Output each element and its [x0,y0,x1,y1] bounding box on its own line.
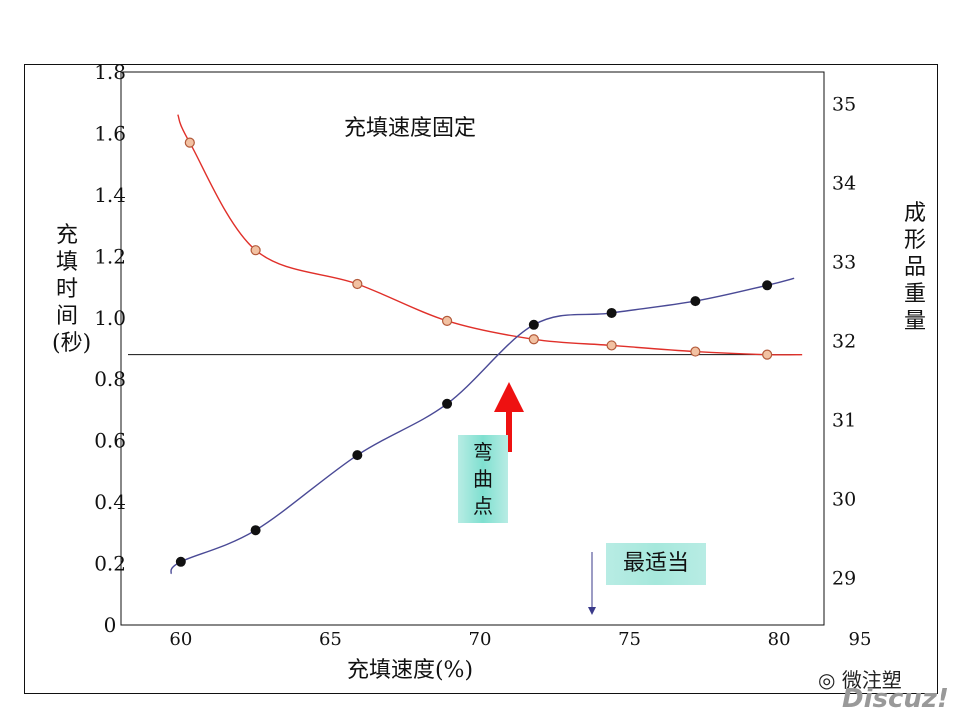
watermark-discuz: Discuz! [842,684,949,714]
right-tick-label: 32 [832,331,856,353]
part-weight-point [606,307,617,318]
left-tick-label: 0.8 [94,367,126,391]
fill-time-point [690,346,701,357]
left-tick-label: 1.2 [94,244,126,268]
part-weight-point [442,398,453,409]
optimal-label: 最适当 [622,551,689,576]
bend-point-annotation: 弯曲点 [458,435,508,523]
right-tick-label: 29 [832,568,856,590]
watermark-text: 微注塑 [841,668,902,692]
annotation-arrows [494,382,596,615]
x-axis-ticks: 60 65 70 75 80 95 [169,629,871,650]
fill-time-curve [177,114,803,356]
left-tick-label: 1.8 [94,60,126,84]
right-tick-label: 31 [832,410,856,432]
bend-arrow-head [494,382,524,412]
x-tick-label: 60 [169,629,192,650]
chart-title: 充填速度固定 [343,116,476,141]
optimal-arrow-head [588,607,596,615]
watermark-wechat: ◎ 微注塑 [818,664,902,693]
left-axis-ticks: 0 0.2 0.4 0.6 0.8 1.0 1.2 1.4 1.6 1.8 [94,60,126,637]
x-axis-label: 充填速度(%) [346,658,474,683]
fill-time-point [184,137,195,148]
left-axis-label: 充填时间(秒) [52,223,92,356]
x-tick-label: 95 [849,629,872,650]
x-tick-label: 70 [469,629,492,650]
right-tick-label: 35 [832,94,856,116]
part-weight-curve [170,277,795,575]
part-weight-point [690,296,701,307]
bend-point-label: 弯曲点 [473,440,493,518]
fill-time-point [528,334,539,345]
part-weight-point [762,280,773,291]
part-weight-point [250,525,261,536]
fill-time-point [250,245,261,256]
x-tick-label: 75 [618,629,641,650]
fill-time-point [606,340,617,351]
x-tick-label: 80 [768,629,791,650]
left-tick-label: 0 [104,613,117,637]
part-weight-point [352,450,363,461]
chart-frame [24,64,938,694]
wechat-icon: ◎ [818,668,836,692]
right-tick-label: 30 [832,489,856,511]
left-tick-label: 1.6 [94,121,126,145]
left-tick-label: 1.4 [94,183,126,207]
left-tick-label: 0.6 [94,429,126,453]
plot-area [120,71,825,626]
left-tick-label: 1.0 [94,306,126,330]
right-axis-label: 成形品重量 [903,201,926,334]
right-axis-ticks: 29 30 31 32 33 34 35 [832,94,856,590]
part-weight-point [175,556,186,567]
x-tick-label: 65 [319,629,342,650]
left-tick-label: 0.2 [94,552,126,576]
optimal-annotation: 最适当 [606,543,706,585]
left-tick-label: 0.4 [94,490,126,514]
fill-time-point [352,278,363,290]
right-tick-label: 34 [832,173,856,195]
series-group [170,114,803,575]
fill-time-point [441,315,453,326]
part-weight-point [528,319,539,330]
fill-time-point [762,349,773,360]
right-tick-label: 33 [832,252,856,274]
